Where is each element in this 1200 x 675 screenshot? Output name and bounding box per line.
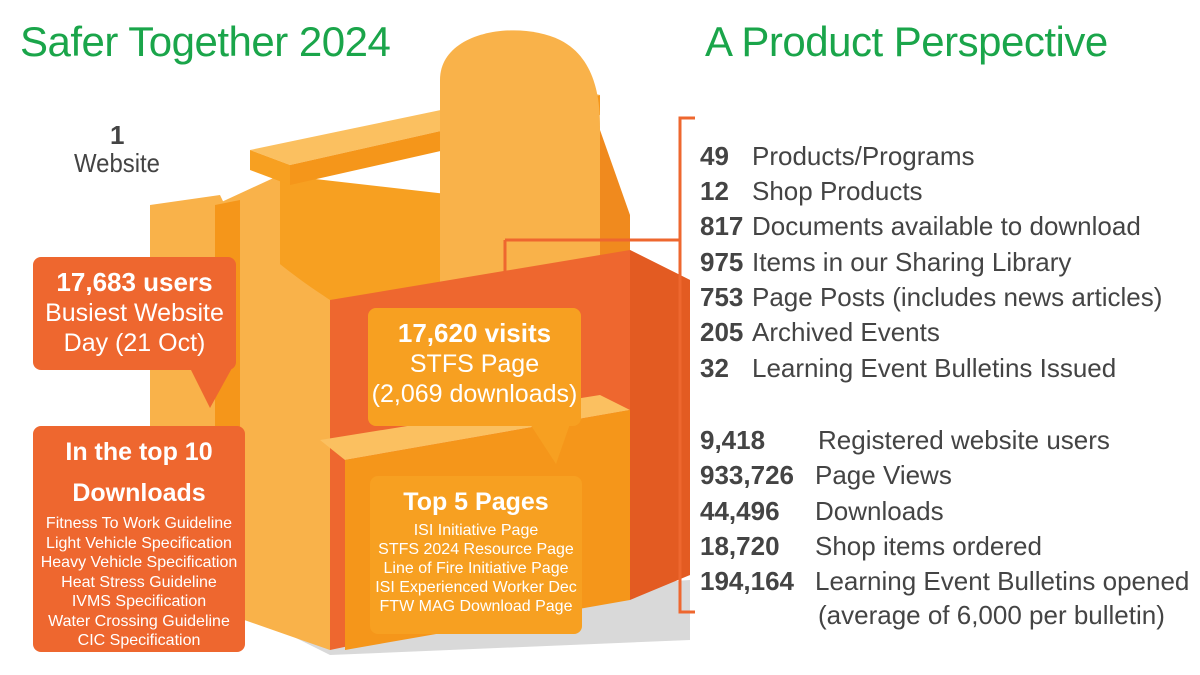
list-item: Light Vehicle Specification [46,534,232,552]
list-item: Heat Stress Guideline [61,573,217,591]
stat-number: 49 [700,141,729,171]
stat-label: Documents available to download [752,211,1141,241]
list-item: FTW MAG Download Page [379,598,573,615]
stat-label: Archived Events [752,317,940,347]
list-item: Fitness To Work Guideline [45,515,233,532]
list-item: Line of Fire Initiative Page [383,560,569,577]
visits-line1: STFS Page [409,350,540,378]
stat-number: 753 [700,282,744,312]
page-subtitle: A Product Perspective [705,18,1108,65]
stat-number: 12 [700,176,729,206]
visits-line2: (2,069 downloads) [371,380,578,408]
website-count: 1 [110,120,125,150]
top-downloads-heading-2: Downloads [72,479,206,507]
users-line1: Busiest Website [45,299,224,327]
stat-label: Learning Event Bulletins Issued [752,353,1117,383]
top-downloads-callout: In the top 10 Downloads Fitness To Work … [33,426,245,652]
stat-label: Items in our Sharing Library [752,247,1072,277]
list-item: CIC Specification [77,632,201,649]
list-item: ISI Experienced Worker Dec [375,579,577,596]
users-value: 17,683 users [56,267,213,297]
stat-number: 933,726 [700,460,794,490]
stat-label: Products/Programs [752,141,975,171]
top-pages-heading: Top 5 Pages [403,488,549,516]
stat-number: 194,164 [700,566,794,596]
stat-note-text: (average of 6,000 per bulletin) [818,600,1165,630]
website-label: Website [74,148,160,178]
stat-label: Page Posts (includes news articles) [752,282,1163,312]
stat-label: Page Views [815,460,952,490]
top-downloads-heading-1: In the top 10 [65,438,213,466]
stat-label: Shop items ordered [815,531,1042,561]
top-pages-list: ISI Initiative Page STFS 2024 Resource P… [370,521,582,616]
top-downloads-list: Fitness To Work Guideline Light Vehicle … [33,514,245,651]
users-line2: Day (21 Oct) [63,329,206,357]
stat-number: 975 [700,247,744,277]
stat-number: 205 [700,317,744,347]
stat-label: Learning Event Bulletins opened [815,566,1190,596]
stat-label: Shop Products [752,176,923,206]
busiest-day-callout: 17,683 users Busiest Website Day (21 Oct… [33,257,236,370]
stat-number: 9,418 [700,425,766,455]
list-item: STFS 2024 Resource Page [378,541,574,558]
visits-value: 17,620 visits [397,318,552,348]
stat-number: 817 [700,211,744,241]
list-item: ISI Initiative Page [413,522,539,539]
list-item: Water Crossing Guideline [48,612,230,630]
stat-label: Registered website users [818,425,1110,455]
stat-number: 32 [700,353,729,383]
list-item: IVMS Specification [71,593,207,610]
stfs-visits-callout: 17,620 visits STFS Page (2,069 downloads… [368,308,581,426]
page-title: Safer Together 2024 [20,18,391,65]
list-item: Heavy Vehicle Specification [40,554,238,571]
stat-label: Downloads [815,496,944,526]
stat-number: 18,720 [700,531,780,561]
top-pages-callout: Top 5 Pages ISI Initiative Page STFS 202… [370,476,582,634]
stat-number: 44,496 [700,496,780,526]
